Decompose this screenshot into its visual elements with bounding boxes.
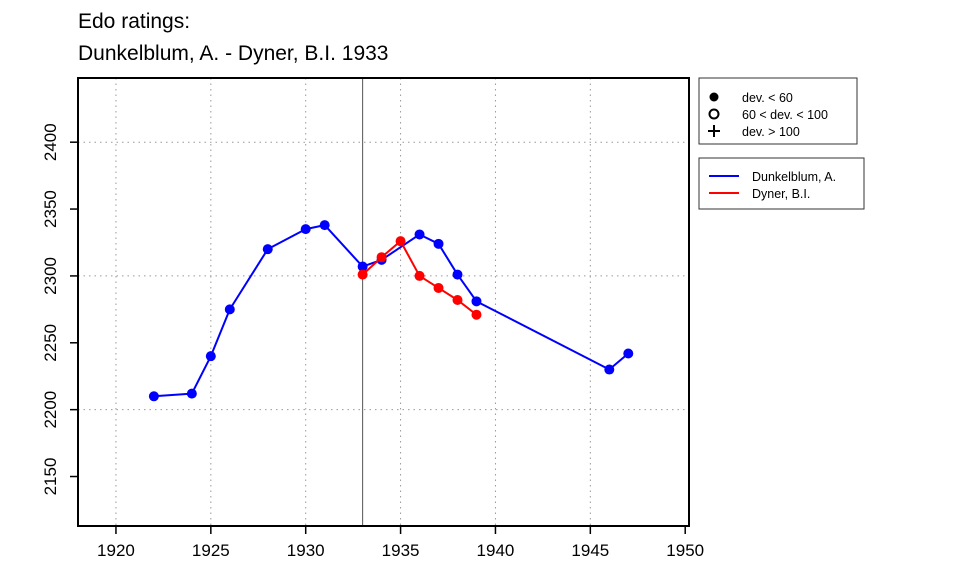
x-axis: 1920 1925 1930 1935 1940 1945 1950	[97, 526, 704, 560]
legend-dev-lt-60: dev. < 60	[742, 91, 793, 105]
legend-dev-gt-100: dev. > 100	[742, 125, 800, 139]
data-point	[262, 244, 273, 255]
legend-dev-60-100: 60 < dev. < 100	[742, 108, 828, 122]
x-tick-label: 1920	[97, 541, 135, 560]
series-0	[148, 220, 634, 402]
deviation-legend-box	[698, 77, 858, 145]
data-point	[604, 364, 615, 375]
data-point	[186, 388, 197, 399]
x-tick-label: 1950	[666, 541, 704, 560]
data-point	[433, 238, 444, 249]
data-point	[471, 309, 482, 320]
chart-subtitle: Dunkelblum, A. - Dyner, B.I. 1933	[78, 42, 389, 65]
data-point	[414, 229, 425, 240]
data-point	[148, 391, 159, 402]
data-point	[433, 282, 444, 293]
y-tick-label: 2350	[41, 190, 60, 228]
data-point	[452, 269, 463, 280]
y-tick-label: 2250	[41, 324, 60, 362]
filled-circle-icon	[709, 92, 719, 102]
data-point	[205, 351, 216, 362]
deviation-legend: dev. < 60 60 < dev. < 100 dev. > 100	[698, 77, 858, 145]
data-point	[623, 348, 634, 359]
chart-title: Edo ratings:	[78, 10, 190, 33]
data-point	[357, 261, 368, 272]
data-point	[395, 236, 406, 247]
x-tick-label: 1930	[287, 541, 325, 560]
data-point	[224, 304, 235, 315]
series-legend: Dunkelblum, A. Dyner, B.I.	[698, 157, 865, 210]
y-tick-label: 2200	[41, 391, 60, 429]
x-tick-label: 1935	[382, 541, 420, 560]
y-tick-label: 2150	[41, 458, 60, 496]
data-point	[319, 220, 330, 231]
data-point	[452, 294, 463, 305]
plot-frame	[77, 77, 690, 527]
series-1	[357, 236, 482, 320]
data-point	[414, 270, 425, 281]
x-tick-label: 1940	[477, 541, 515, 560]
y-tick-label: 2300	[41, 257, 60, 295]
data-point	[376, 252, 387, 263]
x-tick-label: 1945	[571, 541, 609, 560]
data-point	[471, 296, 482, 307]
x-tick-label: 1925	[192, 541, 230, 560]
grid	[78, 78, 689, 526]
plus-icon	[708, 125, 720, 137]
y-axis: 2150 2200 2250 2300 2350 2400	[41, 123, 78, 495]
series-legend-box	[698, 157, 865, 210]
legend-label-dunkelblum: Dunkelblum, A.	[752, 170, 836, 184]
data-point	[300, 224, 311, 235]
data-point	[357, 269, 368, 280]
series-layer	[148, 220, 634, 402]
y-tick-label: 2400	[41, 123, 60, 161]
legend-label-dyner: Dyner, B.I.	[752, 187, 810, 201]
open-circle-icon	[708, 108, 720, 120]
